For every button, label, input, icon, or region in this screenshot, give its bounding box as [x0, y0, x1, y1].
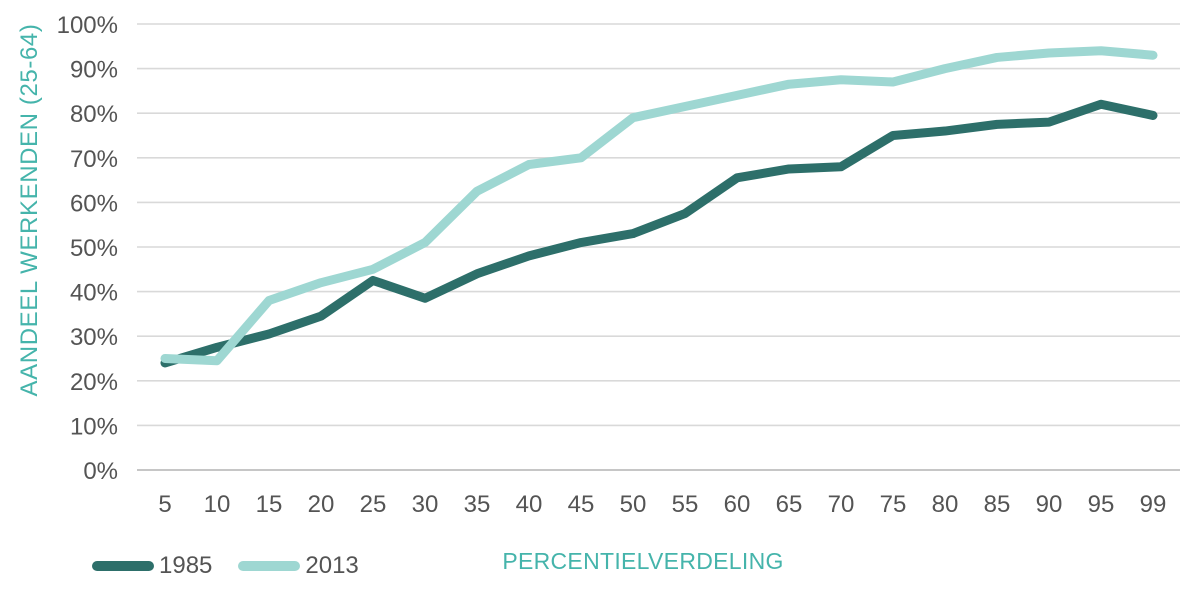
legend-label-2013: 2013 — [305, 552, 359, 579]
y-axis-tick-labels: 0% 10% 20% 30% 40% 50% 60% 70% 80% 90% 100% — [57, 12, 118, 485]
y-tick-label: 60% — [70, 190, 118, 217]
y-tick-label: 90% — [70, 57, 118, 84]
gridlines — [137, 23, 1180, 471]
y-tick-label: 40% — [70, 280, 118, 307]
x-tick-label: 20 — [308, 491, 335, 518]
x-tick-label: 40 — [516, 491, 543, 518]
x-tick-label: 95 — [1088, 491, 1115, 518]
legend-label-1985: 1985 — [159, 552, 213, 579]
y-tick-label: 50% — [70, 235, 118, 262]
x-tick-label: 30 — [412, 491, 439, 518]
series-line-1985 — [160, 99, 1158, 368]
legend-item-2013: 2013 — [238, 552, 359, 580]
x-tick-label: 70 — [828, 491, 855, 518]
y-axis-title: AANDEEL WERKENDEN (25-64) — [16, 23, 43, 397]
x-tick-label: 80 — [932, 491, 959, 518]
legend-swatch-1985 — [92, 561, 154, 571]
legend-item-1985: 1985 — [92, 552, 212, 580]
x-axis-tick-labels: 5 10 15 20 25 30 35 40 45 50 55 60 65 70 75 80 85 90 95 99 — [158, 491, 1166, 518]
x-tick-label: 90 — [1036, 491, 1063, 518]
x-tick-label: 35 — [464, 491, 491, 518]
y-tick-label: 30% — [70, 324, 118, 351]
series-line-2013 — [160, 46, 1158, 366]
x-tick-label: 55 — [672, 491, 699, 518]
x-tick-label: 85 — [984, 491, 1011, 518]
y-tick-label: 10% — [70, 413, 118, 440]
x-tick-label: 10 — [204, 491, 231, 518]
x-tick-label: 75 — [880, 491, 907, 518]
legend: 1985 2013 — [92, 552, 359, 580]
x-tick-label: 15 — [256, 491, 283, 518]
x-tick-label: 25 — [360, 491, 387, 518]
x-tick-label: 99 — [1140, 491, 1167, 518]
legend-swatch-2013 — [238, 561, 301, 571]
x-tick-label: 50 — [620, 491, 647, 518]
y-tick-label: 100% — [57, 12, 118, 39]
y-tick-label: 20% — [70, 369, 118, 396]
x-tick-label: 5 — [158, 491, 171, 518]
x-tick-label: 60 — [724, 491, 751, 518]
series-lines — [160, 46, 1158, 368]
y-tick-label: 80% — [70, 101, 118, 128]
x-axis-title: PERCENTIELVERDELING — [502, 548, 784, 574]
y-tick-label: 70% — [70, 146, 118, 173]
x-tick-label: 65 — [776, 491, 803, 518]
x-tick-label: 45 — [568, 491, 595, 518]
y-tick-label: 0% — [83, 458, 118, 485]
